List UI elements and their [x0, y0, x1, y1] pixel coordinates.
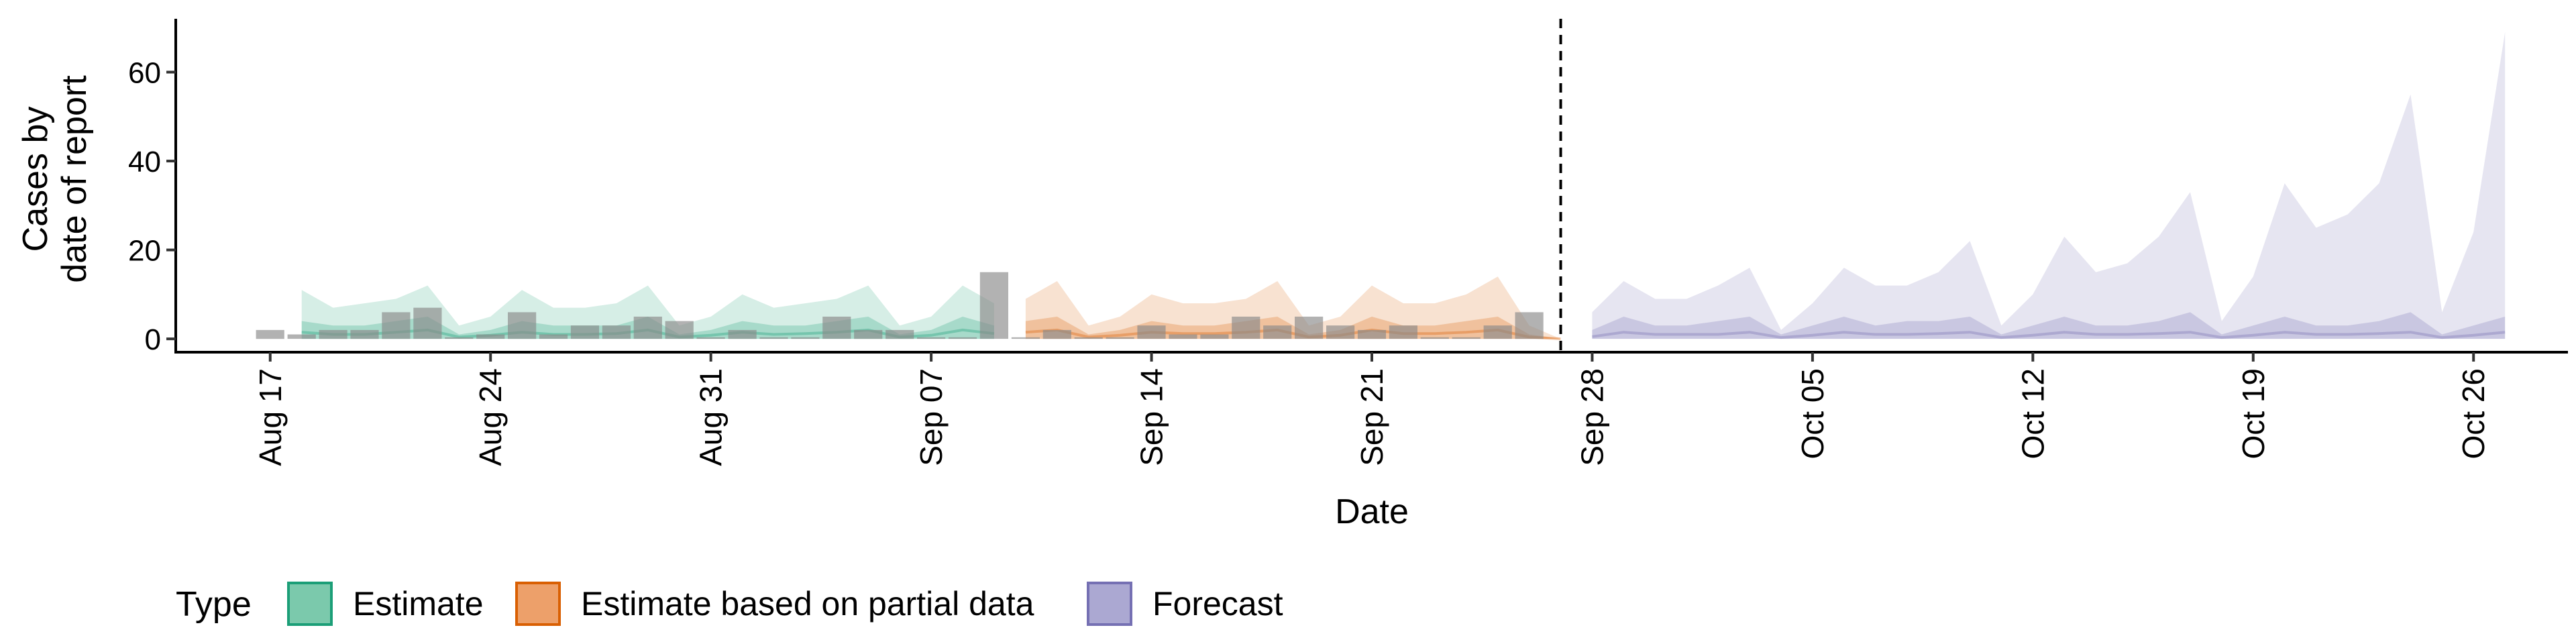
reported-cases-bar	[1137, 325, 1166, 339]
series-bands	[301, 32, 2506, 341]
x-axis-title: Date	[1335, 492, 1409, 531]
reported-cases-bar	[759, 337, 788, 339]
reported-cases-bar	[791, 337, 820, 339]
x-axis-title-group: Date	[1335, 492, 1409, 531]
x-tick-label: Oct 26	[2456, 368, 2491, 460]
reported-cases-bar	[1452, 337, 1481, 339]
reported-cases-bar	[1326, 325, 1355, 339]
legend-title: Type	[176, 585, 252, 624]
reported-case-bars	[256, 272, 1544, 339]
reported-cases-bar	[445, 337, 474, 339]
legend-swatch-forecast	[1087, 582, 1132, 626]
x-tick-label: Oct 19	[2236, 368, 2271, 460]
band-90-estimate	[301, 285, 994, 339]
reported-cases-bar	[979, 272, 1008, 339]
reported-cases-bar	[633, 317, 662, 339]
reported-cases-bar	[1169, 334, 1197, 339]
reported-cases-bar	[1106, 337, 1134, 339]
y-tick-label: 40	[128, 146, 161, 178]
reported-cases-bar	[1263, 325, 1292, 339]
band-90-estimate-based-on-partial-data	[1025, 276, 1561, 339]
x-tick-label: Aug 31	[694, 368, 729, 466]
reported-cases-bar	[696, 337, 725, 339]
reported-cases-bar	[1420, 337, 1449, 339]
legend-label-estimate-based-on-partial-data: Estimate based on partial data	[581, 585, 1034, 623]
reported-cases-bar	[1483, 325, 1512, 339]
x-tick-label: Sep 21	[1354, 368, 1389, 466]
band-50-forecast	[1592, 312, 2506, 339]
x-tick-label: Aug 24	[473, 368, 508, 466]
reported-cases-bar	[350, 329, 379, 339]
reported-cases-bar	[1232, 317, 1260, 339]
x-tick-label: Aug 17	[253, 368, 288, 466]
y-axis-title-line-2: date of report	[55, 75, 94, 283]
reported-cases-bar	[476, 334, 505, 339]
reported-cases-bar	[570, 325, 600, 339]
reported-cases-bar	[948, 337, 977, 339]
median-line-forecast	[1592, 331, 2506, 339]
x-tick-label: Oct 05	[1795, 368, 1830, 460]
reported-cases-bar	[1515, 312, 1544, 339]
legend-label-forecast: Forecast	[1152, 585, 1283, 623]
reported-cases-bar	[1011, 337, 1040, 339]
y-tick-label: 60	[128, 57, 161, 90]
y-axis-title-line-1: Cases by	[16, 107, 55, 252]
reported-cases-bar	[854, 329, 883, 339]
reported-cases-bar	[917, 337, 946, 339]
reported-cases-bar	[885, 329, 914, 339]
reported-cases-bar	[256, 329, 284, 339]
reported-cases-bar	[287, 334, 316, 339]
x-tick-label: Sep 14	[1134, 368, 1169, 466]
reported-cases-bar	[1074, 337, 1103, 339]
reported-cases-bar	[539, 334, 568, 339]
reported-cases-bar	[413, 307, 442, 339]
y-tick-label: 20	[128, 235, 161, 268]
reported-cases-bar	[1389, 325, 1417, 339]
legend: Type Estimate Estimate based on partial d…	[176, 582, 1283, 626]
x-tick-label: Oct 12	[2015, 368, 2050, 460]
legend-label-estimate: Estimate	[353, 585, 484, 623]
y-tick-label: 0	[145, 323, 161, 356]
reported-cases-bar	[602, 325, 631, 339]
x-tick-label: Sep 28	[1574, 368, 1609, 466]
reported-cases-bar	[1295, 317, 1324, 339]
reported-cases-bar	[319, 329, 347, 339]
reported-cases-bar	[1200, 334, 1229, 339]
reported-cases-bar	[822, 317, 851, 339]
y-axis-title-group: Cases by date of report	[16, 75, 94, 283]
x-tick-label: Sep 07	[914, 368, 949, 466]
reported-cases-bar	[1042, 329, 1071, 339]
median-line-estimate-based-on-partial-data	[1025, 328, 1561, 341]
reported-cases-bar	[382, 312, 411, 339]
reported-cases-bar	[728, 329, 757, 339]
reported-cases-bar	[665, 321, 694, 339]
legend-swatch-estimate-based-on-partial-data	[515, 582, 561, 626]
legend-swatch-estimate	[287, 582, 333, 626]
reported-cases-bar	[1357, 329, 1387, 339]
reported-cases-bar	[508, 312, 537, 339]
axes: 0 20 40 60 Aug 17 Aug 24 Aug 31 Sep 07 Sep 14 Sep…	[128, 19, 2568, 466]
band-90-forecast	[1592, 32, 2506, 339]
